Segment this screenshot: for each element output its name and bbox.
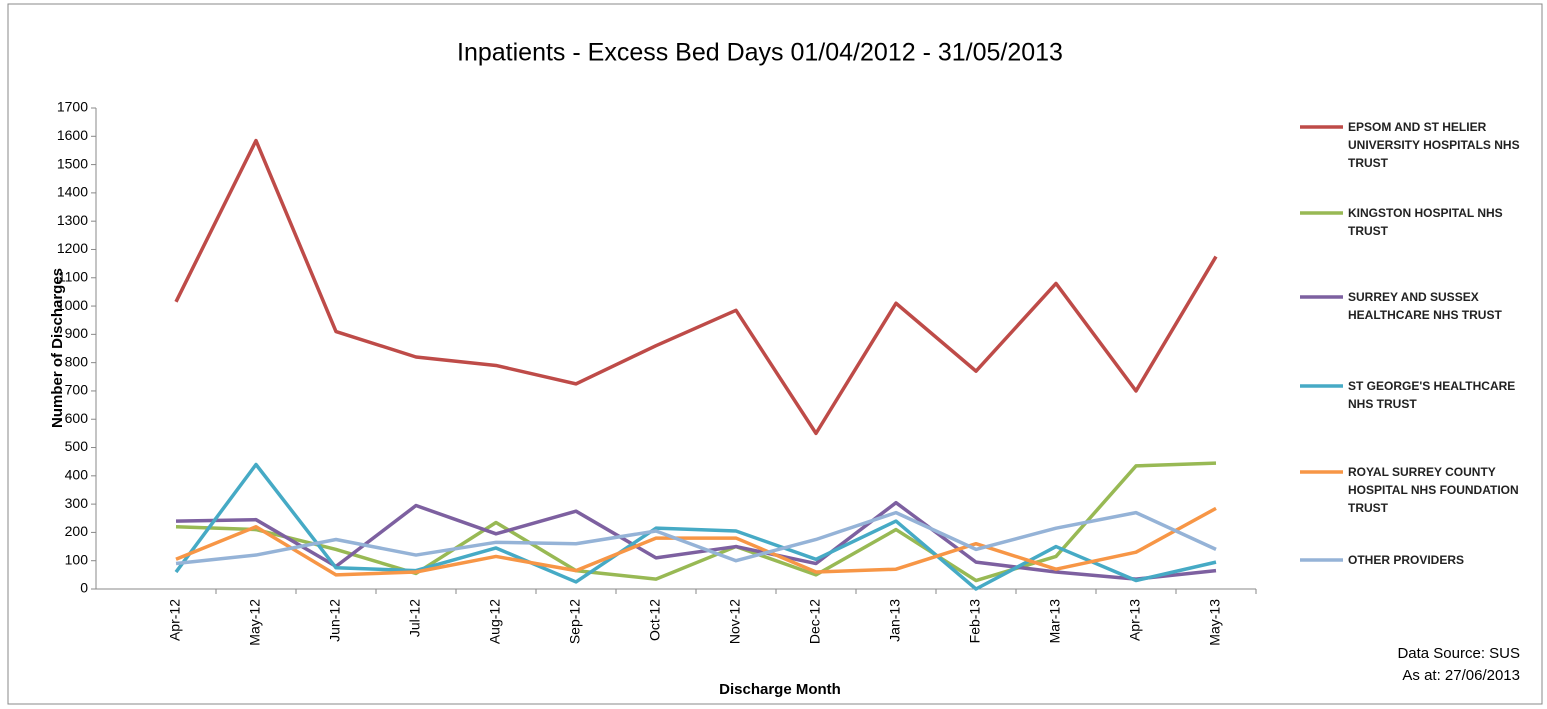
series-line bbox=[175, 461, 1217, 583]
x-axis-title: Discharge Month bbox=[719, 681, 841, 698]
legend-label: SURREY AND SUSSEX HEALTHCARE NHS TRUST bbox=[1348, 290, 1502, 322]
y-tick-label: 800 bbox=[65, 353, 89, 369]
y-tick-label: 400 bbox=[65, 467, 89, 483]
chart-border bbox=[7, 3, 1543, 705]
x-tick-label: Feb-13 bbox=[967, 599, 983, 644]
x-tick-label: May-12 bbox=[247, 599, 263, 646]
y-tick-label: 700 bbox=[65, 382, 89, 398]
x-tick-label: Apr-13 bbox=[1127, 599, 1143, 641]
y-tick-label: 1500 bbox=[57, 155, 88, 171]
annotation: Data Source: SUS bbox=[1397, 645, 1520, 662]
legend-label: ST GEORGE'S HEALTHCARE NHS TRUST bbox=[1348, 379, 1516, 411]
y-tick-label: 1000 bbox=[57, 297, 88, 313]
x-tick-label: Aug-12 bbox=[487, 599, 503, 644]
y-tick-label: 1400 bbox=[57, 184, 88, 200]
annotation: As at: 27/06/2013 bbox=[1402, 667, 1520, 684]
x-tick-label: Apr-12 bbox=[167, 599, 183, 641]
series-line bbox=[175, 506, 1217, 577]
x-tick-label: Nov-12 bbox=[727, 599, 743, 644]
series-line bbox=[175, 500, 1217, 581]
y-tick-label: 1700 bbox=[57, 99, 88, 115]
x-tick-label: Jul-12 bbox=[407, 599, 423, 637]
y-tick-label: 0 bbox=[80, 580, 88, 596]
y-tick-label: 1100 bbox=[58, 268, 88, 284]
y-tick-label: 1300 bbox=[57, 212, 88, 228]
legend-label: KINGSTON HOSPITAL NHS TRUST bbox=[1348, 206, 1503, 238]
series-line bbox=[175, 510, 1217, 566]
x-tick-label: May-13 bbox=[1207, 599, 1223, 646]
x-tick-label: Mar-13 bbox=[1047, 599, 1063, 644]
x-tick-label: Jan-13 bbox=[887, 599, 903, 642]
x-tick-label: Jun-12 bbox=[327, 599, 343, 642]
y-tick-label: 500 bbox=[65, 438, 89, 454]
series-line bbox=[174, 462, 1217, 591]
y-tick-label: 300 bbox=[65, 495, 89, 511]
y-tick-label: 100 bbox=[65, 551, 89, 567]
y-tick-label: 900 bbox=[65, 325, 89, 341]
legend-label: OTHER PROVIDERS bbox=[1348, 553, 1465, 567]
legend-label: EPSOM AND ST HELIER UNIVERSITY HOSPITALS… bbox=[1348, 120, 1520, 170]
x-tick-label: Dec-12 bbox=[807, 599, 823, 644]
chart-title: Inpatients - Excess Bed Days 01/04/2012 … bbox=[457, 39, 1063, 67]
series-line bbox=[174, 138, 1218, 436]
y-tick-label: 1600 bbox=[57, 127, 88, 143]
x-tick-label: Sep-12 bbox=[567, 599, 583, 644]
x-tick-label: Oct-12 bbox=[647, 599, 663, 641]
y-axis-title: Number of Discharges bbox=[49, 268, 66, 428]
y-tick-label: 600 bbox=[65, 410, 89, 426]
legend-label: ROYAL SURREY COUNTY HOSPITAL NHS FOUNDAT… bbox=[1348, 465, 1519, 515]
y-tick-label: 200 bbox=[65, 523, 89, 539]
y-tick-label: 1200 bbox=[57, 240, 88, 256]
